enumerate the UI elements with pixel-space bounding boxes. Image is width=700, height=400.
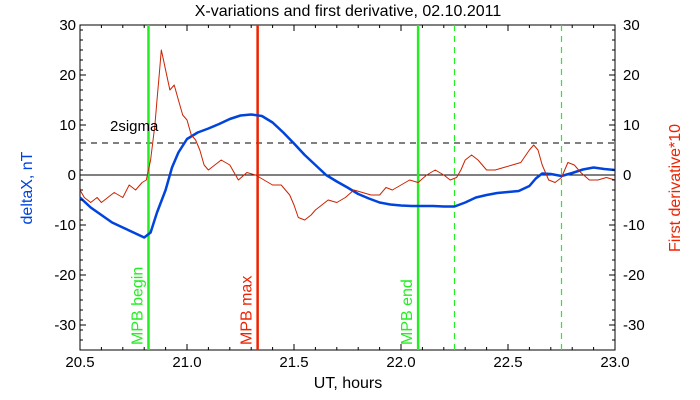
y-tick-label-left-1: 20: [59, 67, 76, 84]
y-tick-label-right-2: 10: [623, 117, 640, 134]
y-tick-label-right-5: -20: [623, 267, 645, 284]
x-tick-label-1: 21.0: [172, 354, 201, 371]
y-tick-label-left-3: 0: [68, 167, 76, 184]
x-tick-label-3: 22.0: [386, 354, 415, 371]
y-axis-label-right: First derivative*10: [667, 124, 684, 252]
plot-frame: [79, 24, 616, 351]
series-first-derivative-10: [79, 49, 616, 221]
x-tick-label-5: 23.0: [600, 354, 629, 371]
y-tick-label-left-0: 30: [59, 17, 76, 34]
y-tick-label-right-1: 20: [623, 67, 640, 84]
marker-label-1: MPB max: [239, 276, 256, 345]
y-tick-label-right-0: 30: [623, 17, 640, 34]
y-tick-label-left-2: 10: [59, 117, 76, 134]
y-tick-label-left-6: -30: [54, 317, 76, 334]
y-tick-label-right-4: -10: [623, 217, 645, 234]
series-deltax: [79, 113, 616, 239]
reference-lines: [80, 142, 615, 176]
y-tick-label-left-5: -20: [54, 267, 76, 284]
x-tick-label-0: 20.5: [65, 354, 94, 371]
axis-ticks: 20.5 21.0 21.5 22.0 22.5 23.0 30 30 20 20 10 10 0 0 -1…: [54, 17, 644, 371]
x-tick-label-2: 21.5: [279, 354, 308, 371]
y-axis-label-left: deltaX, nT: [19, 151, 36, 224]
x-tick-label-4: 22.5: [493, 354, 522, 371]
vertical-markers: MPB begin MPB max MPB end: [129, 25, 563, 350]
series-lines: [79, 49, 616, 239]
marker-label-0: MPB begin: [129, 267, 146, 345]
y-tick-label-right-3: 0: [623, 167, 631, 184]
chart-title: X-variations and first derivative, 02.10…: [195, 3, 502, 20]
sigma-label: 2sigma: [110, 118, 159, 135]
x-axis-label: UT, hours: [314, 375, 382, 392]
y-tick-label-right-6: -30: [623, 317, 645, 334]
y-tick-label-left-4: -10: [54, 217, 76, 234]
marker-label-2: MPB end: [399, 279, 416, 345]
